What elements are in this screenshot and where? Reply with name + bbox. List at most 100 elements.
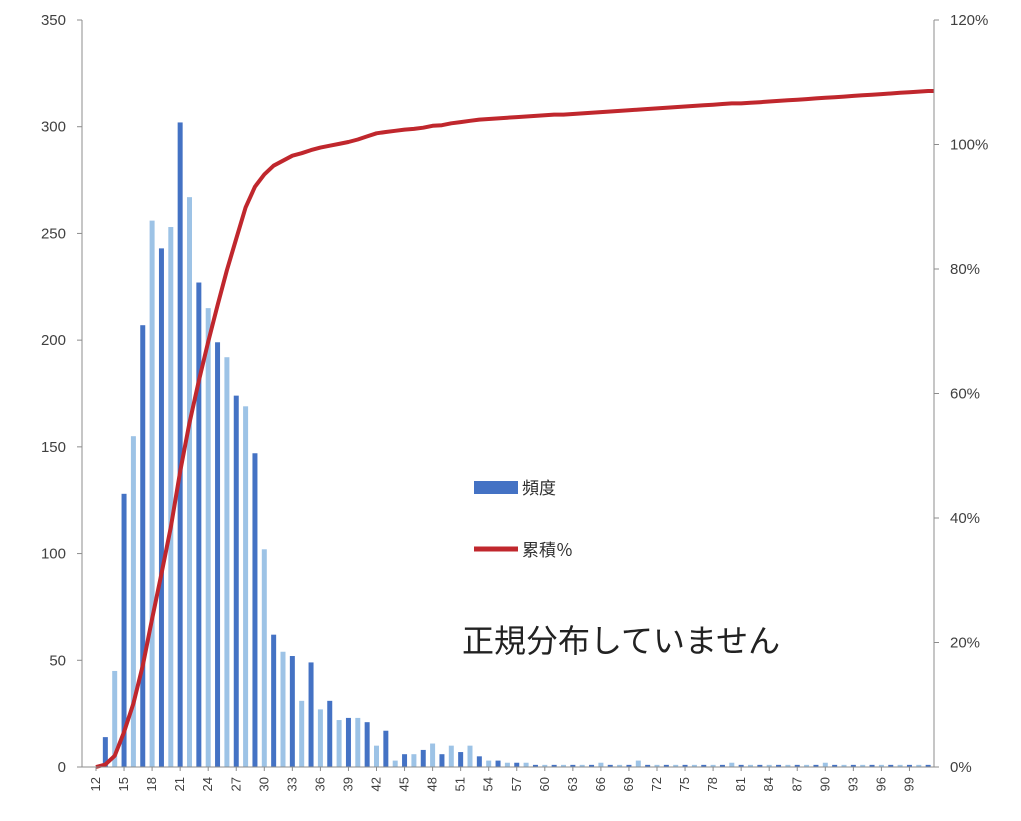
bar (673, 764, 679, 767)
bar (607, 764, 613, 767)
bar (233, 395, 239, 767)
x-tick-label: 87 (789, 777, 804, 791)
bar (822, 762, 828, 767)
bar (766, 764, 772, 767)
bar (336, 720, 342, 767)
bar (102, 737, 108, 767)
bar (504, 762, 510, 767)
bar (224, 357, 230, 767)
x-tick-label: 36 (312, 777, 327, 791)
bar (252, 453, 258, 767)
bar (617, 764, 623, 767)
x-tick-label: 48 (425, 777, 440, 791)
legend-label-bar: 頻度 (522, 479, 556, 499)
bar (906, 764, 912, 767)
bar (308, 662, 314, 767)
bar (140, 325, 146, 767)
x-tick-label: 60 (537, 777, 552, 791)
bar (832, 764, 838, 767)
y-left-tick-label: 0 (58, 759, 66, 776)
x-tick-label: 69 (621, 777, 636, 791)
y-right-tick-label: 120% (950, 12, 988, 29)
bar (317, 709, 323, 767)
x-tick-label: 90 (817, 777, 832, 791)
bar (243, 406, 249, 767)
bar (738, 764, 744, 767)
bar (691, 764, 697, 767)
bar (448, 745, 454, 767)
bar (383, 730, 389, 767)
bar (860, 764, 866, 767)
legend-swatch-bar (474, 481, 518, 494)
bar (205, 308, 211, 767)
x-tick-label: 63 (565, 777, 580, 791)
bar (897, 764, 903, 767)
bar (430, 743, 436, 767)
y-right-tick-label: 20% (950, 635, 980, 652)
bar (289, 656, 295, 767)
bar (748, 764, 753, 767)
y-axis-left: 0 50 100 150 200 250 300 350 (41, 12, 83, 776)
bar (888, 764, 894, 767)
y-left-tick-label: 200 (41, 332, 66, 349)
bar (168, 227, 174, 768)
x-tick-label: 84 (761, 777, 776, 791)
x-tick-label: 30 (256, 777, 271, 791)
y-left-tick-label: 300 (41, 119, 66, 136)
bar (514, 762, 520, 767)
y-right-tick-label: 80% (950, 261, 980, 278)
y-axis-right: 0% 20% 40% 60% 80% 100% 120% (933, 12, 988, 776)
y-right-tick-label: 0% (950, 759, 972, 776)
bar (925, 764, 931, 767)
bar (729, 762, 735, 767)
x-tick-label: 96 (873, 777, 888, 791)
bar (710, 764, 716, 767)
bar (654, 764, 660, 767)
bar (495, 760, 501, 767)
x-tick-label: 42 (369, 777, 384, 791)
bar (345, 717, 351, 767)
bar (663, 764, 669, 767)
bar (327, 700, 333, 767)
bar (570, 764, 576, 767)
x-tick-label: 81 (733, 777, 748, 791)
x-tick-label: 12 (88, 777, 103, 791)
bar (299, 700, 305, 767)
y-left-tick-label: 350 (41, 12, 66, 29)
y-left-tick-label: 150 (41, 439, 66, 456)
bar (392, 760, 398, 767)
bar (112, 670, 118, 767)
bar (458, 752, 464, 767)
x-tick-label: 93 (845, 777, 860, 791)
bar (121, 493, 127, 767)
x-tick-label: 39 (340, 777, 355, 791)
plot-area (95, 89, 934, 769)
x-tick-label: 75 (677, 777, 692, 791)
bar (523, 762, 529, 767)
x-tick-label: 78 (705, 777, 720, 791)
bar (551, 764, 557, 767)
bar (682, 764, 688, 767)
y-left-tick-label: 50 (49, 652, 66, 669)
y-left-tick-label: 100 (41, 546, 66, 563)
bar (878, 764, 884, 767)
bar (757, 764, 763, 767)
x-tick-label: 51 (453, 777, 468, 791)
x-tick-label: 54 (481, 777, 496, 791)
bar (850, 764, 856, 767)
bar (476, 756, 482, 767)
bar (130, 436, 136, 767)
x-axis: 12 15 18 21 24 27 30 33 36 39 42 45 48 51 54 57 60 63 66 69… (82, 766, 934, 791)
bar (177, 122, 183, 767)
cumulative-line (95, 89, 934, 769)
legend: 頻度 累積％ (474, 479, 573, 561)
bar (841, 764, 847, 767)
x-tick-label: 18 (144, 777, 159, 791)
bar (215, 342, 221, 767)
x-tick-label: 24 (200, 777, 215, 791)
bar (579, 764, 585, 767)
bar (794, 764, 800, 767)
bar (635, 760, 641, 767)
x-tick-label: 21 (172, 777, 187, 791)
bar (598, 762, 604, 767)
